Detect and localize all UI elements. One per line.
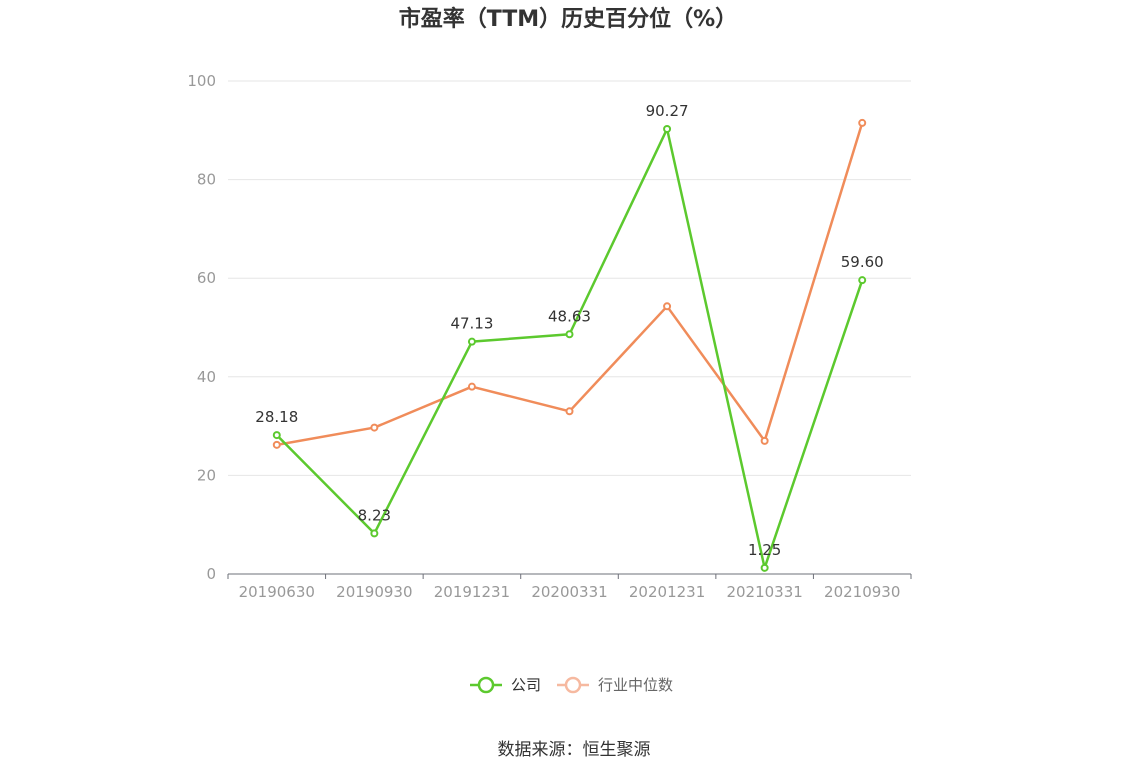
- data-label-company: 28.18: [255, 408, 298, 426]
- data-point-industry-median: [760, 436, 769, 445]
- series-layer: 28.18 8.23 47.13 48.63 90.27 1.25 59.60: [255, 102, 884, 572]
- x-tick-label: 20200331: [531, 583, 607, 601]
- data-point-company: [760, 563, 769, 572]
- y-tick-label: 60: [197, 269, 216, 287]
- y-axis: 0 20 40 60 80 100: [187, 72, 216, 583]
- data-label-company: 90.27: [646, 102, 689, 120]
- legend[interactable]: 公司 行业中位数: [470, 676, 673, 694]
- data-source: 数据来源：恒生聚源: [498, 740, 651, 760]
- legend-item-industry-median[interactable]: 行业中位数: [557, 676, 673, 694]
- data-point-company: [663, 124, 672, 133]
- data-point-industry-median: [565, 407, 574, 416]
- data-label-company: 48.63: [548, 307, 591, 325]
- legend-label: 公司: [511, 676, 541, 694]
- x-tick-label: 20191231: [434, 583, 510, 601]
- x-tick-label: 20190930: [336, 583, 412, 601]
- legend-marker-icon: [477, 676, 495, 694]
- legend-item-company[interactable]: 公司: [470, 676, 541, 694]
- data-label-company: 47.13: [450, 315, 493, 333]
- data-point-company: [858, 276, 867, 285]
- y-tick-label: 40: [197, 368, 216, 386]
- y-tick-label: 0: [206, 565, 216, 583]
- data-point-industry-median: [370, 423, 379, 432]
- data-point-company: [370, 529, 379, 538]
- data-point-company: [467, 337, 476, 346]
- data-label-company: 59.60: [841, 253, 884, 271]
- data-point-company: [272, 431, 281, 440]
- y-tick-label: 80: [197, 171, 216, 189]
- x-tick-label: 20210331: [726, 583, 802, 601]
- data-point-industry-median: [858, 118, 867, 127]
- y-tick-label: 20: [197, 466, 216, 484]
- x-axis: 20190630 20190930 20191231 20200331 20201231…: [227, 573, 912, 601]
- legend-label: 行业中位数: [598, 676, 673, 694]
- y-tick-label: 100: [187, 72, 216, 90]
- x-tick-label: 20210930: [824, 583, 900, 601]
- data-label-company: 8.23: [358, 506, 391, 524]
- legend-marker-icon: [564, 676, 582, 694]
- chart-title: 市盈率（TTM）历史百分位（%）: [399, 6, 737, 32]
- data-point-company: [565, 330, 574, 339]
- x-tick-label: 20190630: [239, 583, 315, 601]
- data-label-company: 1.25: [748, 541, 781, 559]
- grid-lines: [228, 80, 911, 476]
- x-tick-label: 20201231: [629, 583, 705, 601]
- data-point-industry-median: [663, 302, 672, 311]
- series-line-company: [275, 127, 864, 570]
- series-line-industry-median: [276, 122, 864, 447]
- data-point-industry-median: [467, 382, 476, 391]
- data-point-industry-median: [272, 440, 281, 449]
